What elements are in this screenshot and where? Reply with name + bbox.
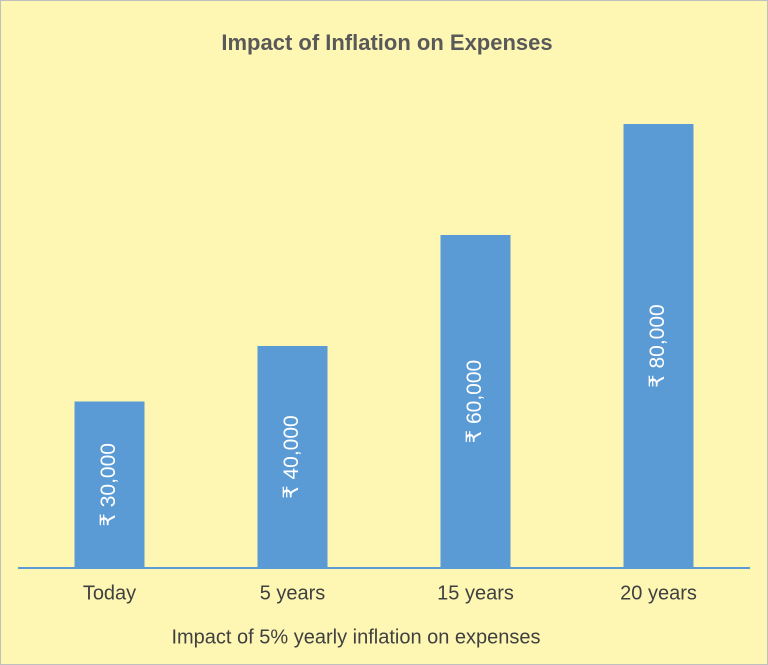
bar (257, 346, 328, 568)
data-label: ₹ 60,000 (463, 360, 486, 443)
bar (74, 401, 145, 568)
data-label: ₹ 40,000 (280, 415, 303, 498)
bar (623, 124, 694, 568)
x-tick-label: 15 years (437, 582, 514, 604)
data-label: ₹ 80,000 (646, 304, 669, 387)
x-tick-label: 5 years (260, 582, 326, 604)
x-tick-label: 20 years (620, 582, 697, 604)
x-tick-label: Today (83, 582, 136, 604)
chart-title: Impact of Inflation on Expenses (221, 30, 552, 55)
bar (440, 235, 511, 568)
data-label: ₹ 30,000 (97, 443, 120, 526)
x-axis-title: Impact of 5% yearly inflation on expense… (171, 626, 540, 648)
